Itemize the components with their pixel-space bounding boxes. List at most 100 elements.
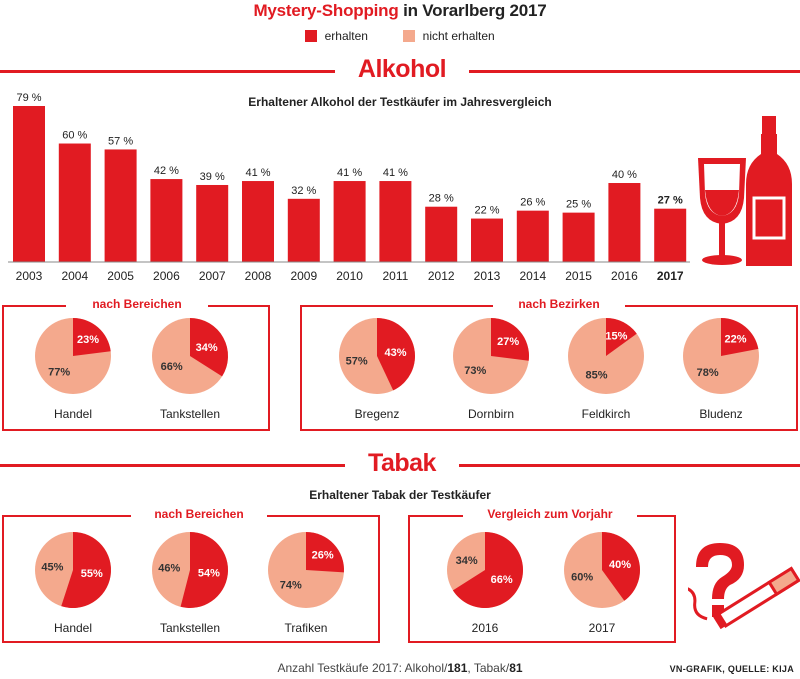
pie-slice-received-alkohol_bezirke-bregenz: [377, 318, 415, 391]
bar-2016: [608, 183, 641, 262]
cigarette-icon: [688, 566, 800, 630]
bar-value-label-2016: 40 %: [612, 169, 637, 181]
pie-caption-alkohol_bezirke-bludenz: Bludenz: [699, 407, 742, 421]
alkohol-areas-label: nach Bereichen: [66, 297, 208, 311]
wine-icons: [698, 116, 792, 266]
bar-value-label-2008: 41 %: [245, 167, 270, 179]
pie-label-received-alkohol_bezirke-bludenz: 22%: [725, 333, 747, 345]
footer-prefix: Anzahl Testkäufe 2017: Alkohol/: [277, 661, 448, 675]
bar-2017: [654, 208, 687, 262]
pie-slice-received-alkohol_bereiche-handel: [73, 318, 111, 356]
pie-caption-alkohol_bereiche-tankstellen: Tankstellen: [160, 407, 220, 421]
pie-slice-received-tabak_vorjahr-2017: [602, 532, 641, 601]
alkohol-heading: Alkohol: [335, 55, 469, 84]
pie-caption-tabak_vorjahr-2017: 2017: [589, 621, 616, 635]
bar-category-label-2015: 2015: [565, 269, 592, 283]
pie-label-not-received-tabak_vorjahr-2016: 34%: [456, 555, 478, 567]
bar-value-label-2017: 27 %: [658, 195, 683, 207]
legend-swatch-received: [305, 29, 318, 42]
pie-caption-alkohol_bezirke-feldkirch: Feldkirch: [582, 407, 631, 421]
bar-2010: [333, 181, 366, 262]
pie-label-received-tabak_vorjahr-2017: 40%: [609, 559, 631, 571]
bar-category-label-2011: 2011: [382, 269, 408, 283]
tabak-compare-label: Vergleich zum Vorjahr: [463, 507, 637, 521]
pie-caption-tabak_vorjahr-2016: 2016: [472, 621, 499, 635]
bar-category-label-2003: 2003: [16, 269, 43, 283]
tabak-icons: [688, 543, 800, 630]
tabak-heading: Tabak: [345, 449, 459, 478]
alkohol-districts-label: nach Bezirken: [493, 297, 625, 311]
bar-2004: [58, 143, 91, 262]
bar-2015: [562, 212, 595, 262]
pie-label-received-tabak_vorjahr-2016: 66%: [491, 574, 513, 586]
pie-slice-received-alkohol_bezirke-feldkirch: [606, 318, 637, 356]
title-highlight: Mystery-Shopping: [253, 1, 399, 20]
bar-category-label-2007: 2007: [199, 269, 226, 283]
bar-2009: [287, 198, 320, 262]
bar-value-label-2012: 28 %: [429, 193, 454, 205]
pie-label-not-received-alkohol_bezirke-bludenz: 78%: [697, 367, 719, 379]
bar-value-label-2014: 26 %: [520, 197, 545, 209]
pie-label-received-alkohol_bezirke-bregenz: 43%: [385, 347, 407, 359]
bar-value-label-2015: 25 %: [566, 199, 591, 211]
alkohol-subtitle: Erhaltener Alkohol der Testkäufer im Jah…: [248, 95, 552, 109]
pie-slice-received-tabak_bereiche-handel: [61, 532, 111, 608]
bar-category-label-2013: 2013: [474, 269, 501, 283]
pie-caption-tabak_bereiche-trafiken: Trafiken: [285, 621, 328, 635]
bar-2013: [471, 218, 503, 262]
pie-label-not-received-alkohol_bereiche-tankstellen: 66%: [161, 361, 183, 373]
footer-alkohol-count: 181: [447, 661, 468, 675]
pie-label-not-received-tabak_vorjahr-2017: 60%: [571, 571, 593, 583]
pie-label-not-received-tabak_bereiche-trafiken: 74%: [280, 579, 302, 591]
alkohol-bar-chart: 79 % 2003 60 % 2004 57 % 2005 42 % 2006 39 % 2007…: [8, 92, 690, 283]
bar-value-label-2003: 79 %: [16, 92, 41, 104]
source-credit: VN-GRAFIK, QUELLE: KIJA: [669, 664, 794, 674]
wine-glass-icon: [698, 158, 746, 265]
bar-category-label-2005: 2005: [107, 269, 134, 283]
pie-label-received-tabak_bereiche-handel: 55%: [81, 568, 103, 580]
pie-caption-alkohol_bezirke-bregenz: Bregenz: [355, 407, 400, 421]
bar-value-label-2007: 39 %: [200, 171, 225, 183]
pie-label-received-tabak_bereiche-tankstellen: 54%: [198, 567, 220, 579]
pie-caption-alkohol_bereiche-handel: Handel: [54, 407, 92, 421]
pie-label-not-received-alkohol_bezirke-dornbirn: 73%: [464, 365, 486, 377]
pie-label-received-tabak_bereiche-trafiken: 26%: [312, 549, 334, 561]
pie-label-received-alkohol_bezirke-dornbirn: 27%: [497, 336, 519, 348]
bar-category-label-2017: 2017: [657, 269, 684, 283]
bar-category-label-2006: 2006: [153, 269, 180, 283]
legend-label-received: erhalten: [324, 28, 368, 43]
pie-label-received-alkohol_bezirke-feldkirch: 15%: [605, 331, 627, 343]
bar-category-label-2010: 2010: [336, 269, 363, 283]
legend-item-not-received: nicht erhalten: [403, 29, 495, 43]
pie-label-received-alkohol_bereiche-tankstellen: 34%: [196, 342, 218, 354]
bar-2005: [104, 149, 137, 262]
bar-2012: [425, 206, 458, 262]
footer-tabak-count: 81: [509, 661, 523, 675]
pie-slice-received-alkohol_bezirke-dornbirn: [491, 318, 529, 361]
pie-label-not-received-alkohol_bezirke-bregenz: 57%: [346, 356, 368, 368]
pie-slice-received-tabak_bereiche-trafiken: [306, 532, 344, 573]
pie-label-received-alkohol_bereiche-handel: 23%: [77, 334, 99, 346]
bar-2011: [379, 181, 412, 262]
bar-category-label-2016: 2016: [611, 269, 638, 283]
bar-category-label-2008: 2008: [245, 269, 272, 283]
tabak-subtitle: Erhaltener Tabak der Testkäufer: [309, 488, 491, 502]
pie-label-not-received-tabak_bereiche-tankstellen: 46%: [158, 562, 180, 574]
legend-item-received: erhalten: [305, 29, 368, 43]
tabak-areas-label: nach Bereichen: [131, 507, 267, 521]
bar-2007: [196, 184, 229, 262]
page-title: Mystery-Shopping in Vorarlberg 2017: [0, 0, 800, 22]
pie-label-not-received-tabak_bereiche-handel: 45%: [41, 562, 63, 574]
pie-slice-received-alkohol_bereiche-tankstellen: [190, 318, 228, 377]
bar-2008: [242, 181, 274, 262]
footer-test-counts: Anzahl Testkäufe 2017: Alkohol/181, Taba…: [0, 661, 800, 675]
bar-value-label-2013: 22 %: [474, 205, 499, 217]
bar-value-label-2004: 60 %: [62, 130, 87, 142]
bar-category-label-2009: 2009: [290, 269, 317, 283]
pie-caption-tabak_bereiche-tankstellen: Tankstellen: [160, 621, 220, 635]
pie-caption-alkohol_bezirke-dornbirn: Dornbirn: [468, 407, 514, 421]
bar-2014: [516, 210, 549, 262]
pie-slice-received-alkohol_bezirke-bludenz: [721, 318, 759, 356]
legend: erhalten nicht erhalten: [0, 28, 800, 43]
